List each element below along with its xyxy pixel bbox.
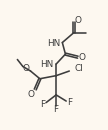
Text: HN: HN bbox=[40, 60, 53, 69]
Text: F: F bbox=[40, 100, 45, 109]
Text: O: O bbox=[28, 90, 35, 99]
Text: O: O bbox=[79, 53, 86, 62]
Text: HN: HN bbox=[48, 39, 61, 48]
Text: O: O bbox=[74, 16, 81, 25]
Text: F: F bbox=[67, 98, 72, 107]
Text: Cl: Cl bbox=[75, 64, 83, 73]
Text: F: F bbox=[54, 105, 59, 114]
Text: O: O bbox=[22, 64, 29, 73]
